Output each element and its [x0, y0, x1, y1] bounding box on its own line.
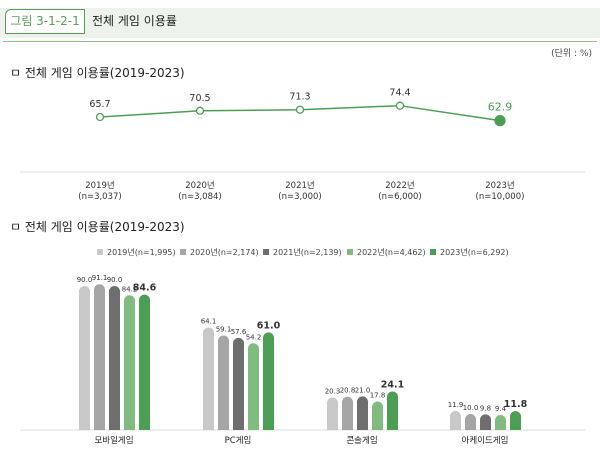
- bar-value-label: 57.6: [231, 328, 247, 336]
- bar: [248, 343, 259, 430]
- bar-value-label: 90.0: [107, 276, 123, 284]
- legend-label: 2019년(n=1,995): [107, 247, 176, 257]
- bar-chart-title: ㅁ 전체 게임 이용률(2019-2023): [10, 220, 185, 234]
- x-tick-label: 2023년: [485, 180, 514, 191]
- x-tick-label: 2020년: [185, 180, 214, 191]
- legend-swatch: [97, 249, 103, 255]
- line-chart-title: ㅁ 전체 게임 이용률(2019-2023): [10, 66, 185, 80]
- data-point: [395, 101, 405, 110]
- bar: [109, 286, 120, 430]
- bar: [203, 327, 214, 430]
- bar-value-label: 24.1: [381, 379, 404, 390]
- legend-label: 2022년(n=4,462): [357, 247, 426, 257]
- legend-swatch: [180, 249, 186, 255]
- data-label: 65.7: [89, 99, 110, 110]
- bar-value-label: 84.2: [122, 285, 138, 293]
- x-tick-sublabel: (n=6,000): [378, 192, 421, 202]
- x-tick-sublabel: (n=3,084): [178, 192, 221, 202]
- bar-value-label: 84.6: [133, 283, 157, 294]
- bar-value-label: 11.8: [504, 399, 528, 410]
- x-tick-sublabel: (n=10,000): [476, 192, 525, 202]
- bar: [465, 414, 476, 430]
- bar-value-label: 9.4: [495, 405, 507, 413]
- data-point: [95, 112, 105, 122]
- bar-value-label: 21.0: [355, 386, 371, 394]
- x-tick-label: 2019년: [85, 180, 114, 191]
- bar: [342, 396, 353, 430]
- bar: [327, 397, 338, 430]
- bar-value-label: 20.3: [325, 388, 341, 396]
- data-label: 62.9: [488, 101, 513, 114]
- bar: [495, 414, 506, 430]
- bar-value-label: 64.1: [201, 317, 217, 325]
- bar: [218, 335, 229, 430]
- data-label: 71.3: [289, 92, 310, 103]
- bar: [357, 396, 368, 430]
- data-label: 70.5: [189, 93, 210, 104]
- data-point: [195, 106, 205, 115]
- data-point: [494, 114, 506, 127]
- x-tick-sublabel: (n=3,000): [278, 192, 321, 202]
- bar: [233, 337, 244, 430]
- legend-swatch: [430, 249, 436, 255]
- x-tick-sublabel: (n=3,037): [78, 192, 121, 202]
- bar: [263, 332, 274, 430]
- category-label: 콘솔게임: [346, 435, 377, 446]
- bar: [139, 294, 150, 430]
- bar: [94, 284, 105, 430]
- figure-title: 전체 게임 이용률: [92, 14, 177, 28]
- bar-value-label: 11.9: [448, 401, 464, 409]
- figure-header: [0, 8, 600, 38]
- bar: [124, 295, 135, 430]
- bar: [387, 391, 398, 430]
- bar-value-label: 17.8: [370, 392, 386, 400]
- x-tick-label: 2022년: [385, 180, 414, 191]
- legend-label: 2020년(n=2,174): [190, 247, 259, 257]
- x-tick-label: 2021년: [285, 180, 314, 191]
- bar-value-label: 61.0: [257, 320, 281, 331]
- bar-value-label: 91.1: [92, 274, 108, 282]
- data-point: [295, 105, 305, 114]
- bar: [450, 410, 461, 430]
- legend-swatch: [263, 249, 269, 255]
- header-divider: [3, 41, 597, 42]
- bar: [480, 414, 491, 430]
- unit-label: (단위 : %): [551, 49, 592, 59]
- bar: [79, 286, 90, 430]
- bar-value-label: 59.1: [216, 325, 232, 333]
- bar-value-label: 90.0: [77, 276, 93, 284]
- bar: [510, 411, 521, 430]
- legend-label: 2021년(n=2,139): [273, 247, 342, 257]
- bar-value-label: 9.8: [480, 404, 491, 412]
- bar-value-label: 10.0: [463, 404, 479, 412]
- legend-swatch: [347, 249, 353, 255]
- legend-label: 2023년(n=6,292): [440, 247, 509, 257]
- category-label: 모바일게임: [94, 435, 133, 446]
- category-label: 아케이드게임: [462, 435, 509, 446]
- bar: [372, 401, 383, 430]
- data-label: 74.4: [389, 88, 410, 99]
- category-label: PC게임: [225, 435, 252, 446]
- figure-label: 그림 3-1-2-1: [5, 9, 85, 34]
- bar-value-label: 20.8: [340, 387, 356, 395]
- bar-value-label: 54.2: [246, 333, 262, 341]
